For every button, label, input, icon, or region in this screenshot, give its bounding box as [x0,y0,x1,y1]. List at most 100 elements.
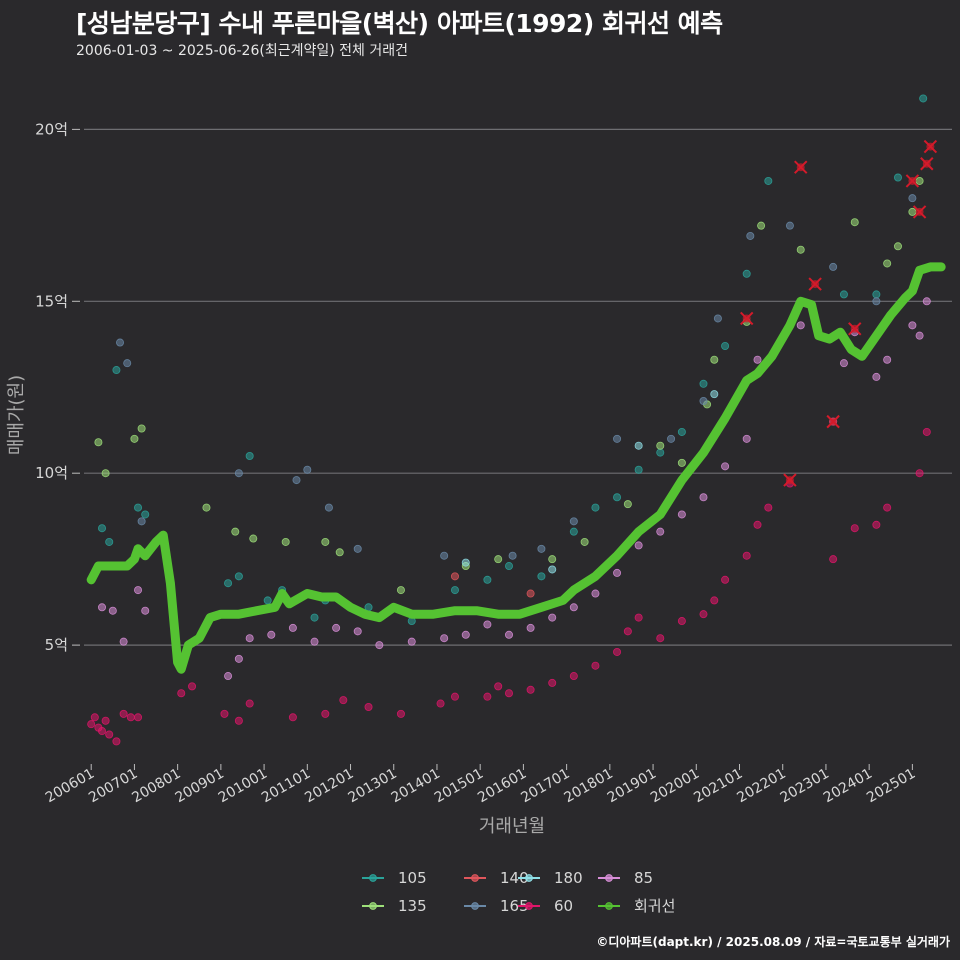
x-tick-label: 201401 [389,766,443,807]
chart-title: [성남분당구] 수내 푸른마을(벽산) 아파트(1992) 회귀선 예측 [76,9,723,38]
point-165 [123,359,132,368]
point-85 [569,603,578,612]
point-60 [699,610,708,619]
point-60 [396,709,405,718]
point-85 [288,623,297,632]
point-85 [677,510,686,519]
point-105 [677,427,686,436]
regression-line-layer [86,262,946,674]
point-85 [141,606,150,615]
point-165 [324,503,333,512]
point-135 [908,207,917,216]
legend-label: 60 [554,897,573,915]
point-60 [710,596,719,605]
point-135 [396,586,405,595]
x-tick-label: 201501 [432,766,486,807]
point-105 [483,575,492,584]
point-85 [375,641,384,650]
point-60 [245,699,254,708]
point-60 [188,682,197,691]
point-60 [742,551,751,560]
point-85 [908,321,917,330]
point-165 [667,434,676,443]
point-180 [548,565,557,574]
y-axis-ticks: 5억 10억 15억 20억 [35,120,80,654]
point-85 [922,297,931,306]
point-105 [893,173,902,182]
point-85 [224,672,233,681]
legend-item-회귀선: 회귀선 [598,897,675,915]
point-135 [850,218,859,227]
point-165 [303,465,312,474]
x-tick-label: 200801 [129,766,183,807]
point-105 [742,269,751,278]
x-tick-label: 201001 [216,766,270,807]
point-165 [613,434,622,443]
legend: 105 135 140 165 180 60 85 회귀선 [362,869,675,915]
point-60 [548,678,557,687]
point-85 [332,623,341,632]
point-60 [483,692,492,701]
point-60 [591,661,600,670]
point-60 [364,702,373,711]
point-60 [872,520,881,529]
legend-item-165: 165 [464,897,529,915]
point-60 [321,709,330,718]
point-135 [321,537,330,546]
legend-swatch-dot [471,902,479,910]
chart-subtitle: 2006-01-03 ~ 2025-06-26(최근계약일) 전체 거래건 [76,43,408,59]
point-105 [721,341,730,350]
point-60 [922,427,931,436]
point-85 [440,634,449,643]
point-85 [310,637,319,646]
point-60 [504,689,513,698]
point-85 [245,634,254,643]
point-165 [116,338,125,347]
point-105 [656,448,665,457]
legend-label: 85 [634,869,653,887]
outlier-marker [808,277,822,291]
point-105 [919,94,928,103]
x-tick-label: 201201 [302,766,356,807]
point-135 [335,548,344,557]
legend-swatch-dot [525,874,533,882]
point-105 [98,524,107,533]
point-165 [785,221,794,230]
point-85 [134,586,143,595]
point-60 [721,575,730,584]
legend-label: 135 [398,897,427,915]
point-135 [137,424,146,433]
outlier-marker [783,473,797,487]
point-140 [526,589,535,598]
point-85 [753,355,762,364]
point-60 [915,469,924,478]
y-tick-label: 10억 [35,464,68,482]
point-85 [742,434,751,443]
point-85 [234,654,243,663]
point-85 [504,630,513,639]
point-165 [746,231,755,240]
point-105 [504,562,513,571]
point-165 [292,476,301,485]
point-135 [893,242,902,251]
point-60 [829,555,838,564]
point-85 [915,331,924,340]
y-tick-label: 5억 [45,636,68,654]
point-105 [245,452,254,461]
x-tick-label: 202201 [734,766,788,807]
outlier-marker [923,139,938,154]
point-165 [353,544,362,553]
legend-label: 180 [554,869,583,887]
x-tick-label: 201901 [605,766,659,807]
point-85 [796,321,805,330]
outlier-marker [739,311,754,326]
point-165 [569,517,578,526]
legend-swatch-dot [525,902,533,910]
outlier-marker [794,160,808,174]
point-60 [613,647,622,656]
point-135 [130,434,139,443]
point-85 [407,637,416,646]
point-135 [94,438,103,447]
x-axis-ticks: 2006012007012008012009012010012011012012… [43,764,918,806]
point-60 [126,713,135,722]
